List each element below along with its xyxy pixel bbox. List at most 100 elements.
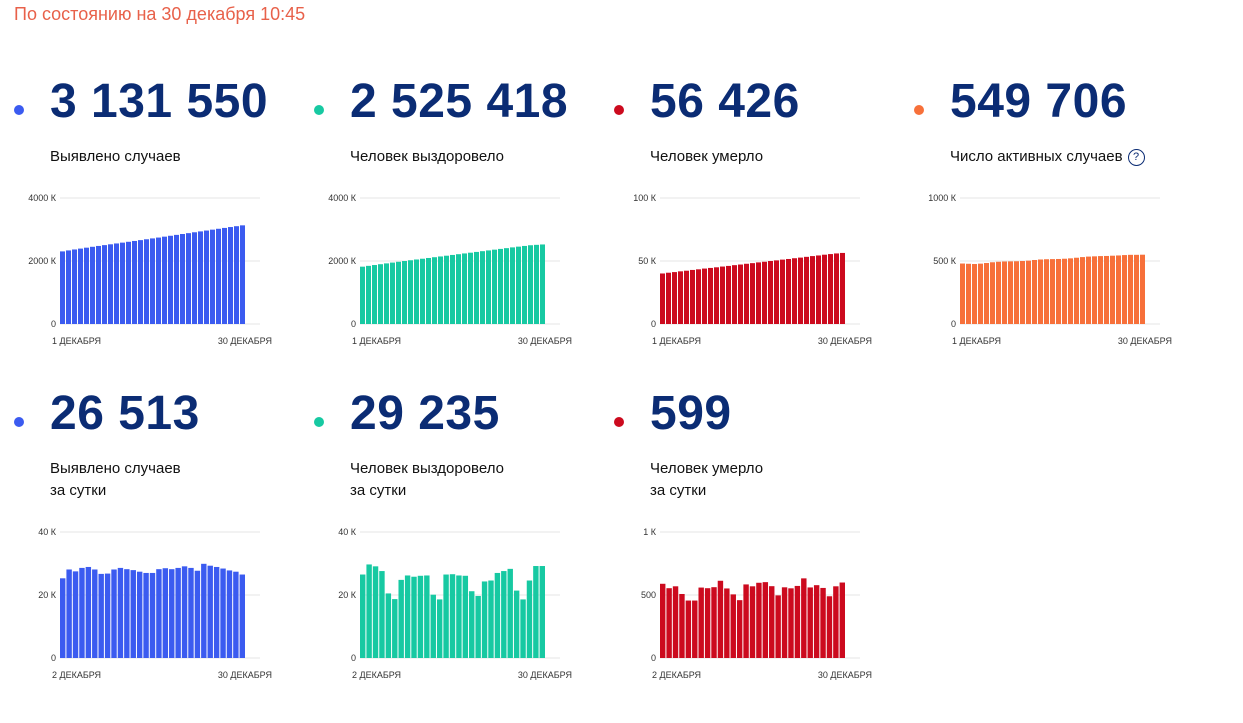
bar bbox=[411, 576, 417, 658]
y-tick-label: 4000 К bbox=[28, 193, 57, 203]
bar bbox=[813, 585, 820, 658]
bar bbox=[510, 247, 515, 324]
stat-label: Человек выздоровело за сутки bbox=[350, 458, 504, 502]
x-label-end: 30 ДЕКАБРЯ bbox=[518, 336, 572, 346]
bar bbox=[169, 569, 175, 658]
bar bbox=[801, 578, 807, 658]
y-tick-label: 0 bbox=[351, 653, 356, 663]
y-tick-label: 0 bbox=[51, 319, 56, 329]
bar bbox=[1008, 261, 1013, 324]
x-label-end: 30 ДЕКАБРЯ bbox=[218, 670, 272, 680]
bar bbox=[1038, 259, 1043, 324]
bar-chart: 4000 К 2000 К 0 1 ДЕКАБРЯ 30 ДЕКАБРЯ bbox=[28, 193, 272, 346]
bar bbox=[507, 568, 513, 658]
bar bbox=[180, 234, 185, 324]
bar-chart: 100 К 50 К 0 1 ДЕКАБРЯ 30 ДЕКАБРЯ bbox=[633, 193, 872, 346]
bar bbox=[188, 567, 194, 658]
bar bbox=[138, 240, 143, 324]
bar bbox=[738, 264, 743, 324]
x-label-end: 30 ДЕКАБРЯ bbox=[518, 670, 572, 680]
bar bbox=[78, 248, 83, 324]
stat-value: 3 131 550 bbox=[50, 75, 269, 128]
bar bbox=[126, 241, 131, 324]
bar bbox=[702, 268, 707, 324]
bar bbox=[996, 261, 1001, 324]
bar bbox=[220, 568, 226, 658]
bar-chart: 40 К 20 К 0 2 ДЕКАБРЯ 30 ДЕКАБРЯ bbox=[338, 527, 572, 680]
bar bbox=[156, 569, 162, 658]
bar bbox=[186, 233, 191, 324]
bar bbox=[774, 260, 779, 324]
bar bbox=[966, 263, 971, 324]
bar bbox=[469, 591, 475, 658]
bar bbox=[660, 583, 666, 658]
bar bbox=[426, 257, 431, 324]
bar bbox=[168, 235, 173, 324]
bar bbox=[430, 594, 436, 658]
bar bbox=[1068, 258, 1073, 324]
bar bbox=[528, 245, 533, 324]
stat-value: 56 426 bbox=[650, 75, 800, 128]
bar bbox=[444, 255, 449, 324]
help-icon[interactable]: ? bbox=[1127, 148, 1145, 166]
bar bbox=[513, 590, 520, 658]
bar bbox=[136, 571, 143, 658]
bar bbox=[775, 595, 781, 658]
y-tick-label: 0 bbox=[51, 653, 56, 663]
bar bbox=[150, 238, 155, 324]
stat-label-line1: Человек выздоровело bbox=[350, 460, 504, 477]
x-label-end: 30 ДЕКАБРЯ bbox=[818, 336, 872, 346]
bar bbox=[666, 272, 671, 324]
bar bbox=[522, 245, 527, 324]
stat-label-line1: Человек умерло bbox=[650, 460, 764, 477]
bar bbox=[98, 573, 104, 658]
bar bbox=[672, 586, 679, 658]
bar bbox=[804, 256, 809, 324]
bar bbox=[726, 265, 731, 324]
bar bbox=[216, 228, 221, 324]
y-tick-label: 20 К bbox=[38, 590, 57, 600]
stat-panel-recovered: 2 525 418 Человек выздоровело 4000 К 2000… bbox=[314, 0, 604, 346]
bar bbox=[807, 587, 813, 658]
bar bbox=[132, 240, 137, 324]
x-label-end: 30 ДЕКАБРЯ bbox=[218, 336, 272, 346]
bar bbox=[156, 237, 161, 324]
stat-panel-deaths: 56 426 Человек умерло 100 К 50 К 0 1 ДЕКАБР… bbox=[614, 0, 904, 346]
bar bbox=[79, 567, 85, 658]
bar bbox=[1050, 259, 1055, 324]
bar bbox=[114, 243, 119, 324]
y-tick-label: 1000 К bbox=[928, 193, 957, 203]
y-tick-label: 1 К bbox=[643, 527, 657, 537]
stat-label-line2: за сутки bbox=[350, 482, 407, 499]
bar bbox=[533, 566, 539, 658]
bar bbox=[788, 588, 794, 658]
stat-label-line1: Выявлено случаев bbox=[50, 460, 181, 477]
bar bbox=[366, 564, 372, 658]
bar bbox=[456, 254, 461, 324]
bar bbox=[679, 593, 685, 658]
bar bbox=[1014, 261, 1019, 324]
stat-label-line1: Число активных случаев bbox=[950, 148, 1123, 165]
bar bbox=[417, 575, 424, 658]
bar bbox=[1026, 260, 1031, 324]
legend-dot bbox=[614, 105, 624, 115]
bar bbox=[392, 599, 398, 658]
bar bbox=[714, 267, 719, 324]
y-tick-label: 0 bbox=[951, 319, 956, 329]
bar bbox=[1128, 254, 1133, 324]
bar bbox=[60, 251, 65, 324]
bar bbox=[826, 596, 833, 658]
stat-panel-cases: 3 131 550 Выявлено случаев 4000 К 2000 К 0… bbox=[14, 0, 304, 346]
y-tick-label: 500 bbox=[641, 590, 656, 600]
bar bbox=[432, 257, 437, 324]
bar bbox=[1044, 259, 1049, 324]
bar bbox=[978, 263, 983, 324]
legend-dot bbox=[14, 105, 24, 115]
bar bbox=[1056, 258, 1061, 324]
bar bbox=[781, 587, 788, 658]
bar bbox=[717, 580, 724, 658]
bar bbox=[228, 227, 233, 324]
stat-panel-active: 549 706 Число активных случаев? 1000 К 50… bbox=[914, 0, 1204, 346]
y-tick-label: 40 К bbox=[38, 527, 57, 537]
bar bbox=[111, 569, 117, 658]
